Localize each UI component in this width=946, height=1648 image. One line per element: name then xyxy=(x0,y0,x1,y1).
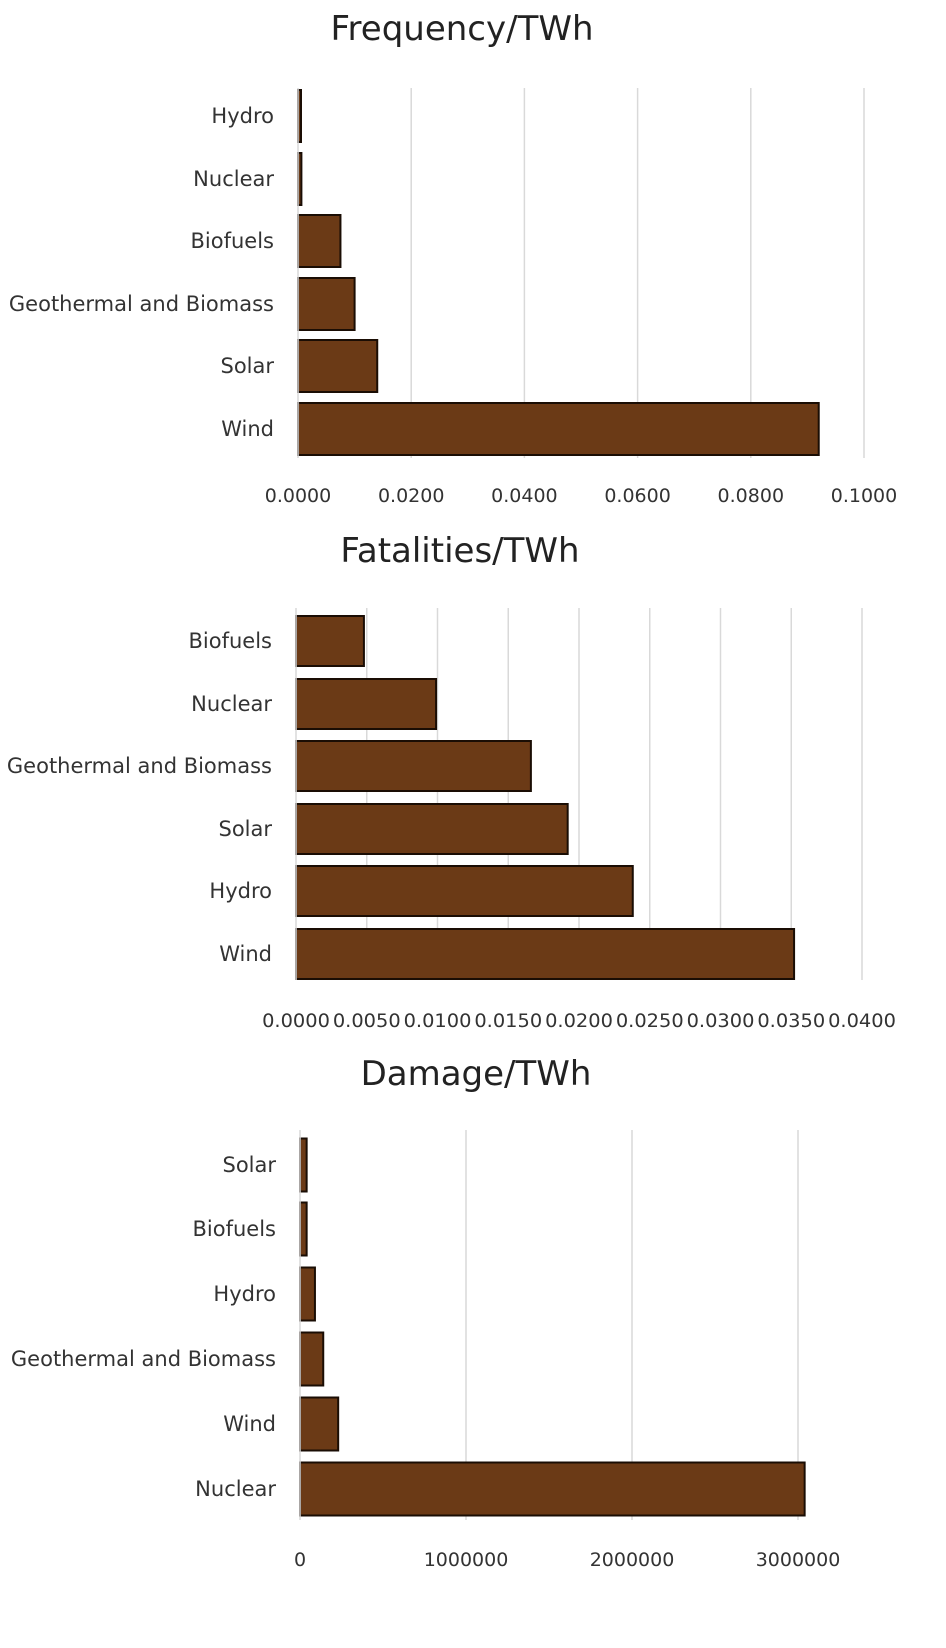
chart-3-bar-1 xyxy=(299,1137,308,1193)
chart-1-tick-label-0: 0.0000 xyxy=(265,485,331,507)
chart-3-tick-label-2: 2000000 xyxy=(590,1549,675,1571)
chart-2-category-label-2: Nuclear xyxy=(191,692,272,716)
chart-2-tick-label-7: 0.0350 xyxy=(757,1010,825,1032)
chart-1-tick-label-3: 0.0600 xyxy=(604,485,670,507)
chart-1-tick-label-1: 0.0200 xyxy=(378,485,444,507)
chart-3-bar-6 xyxy=(299,1461,806,1517)
chart-1-title: Frequency/TWh xyxy=(330,9,593,49)
chart-2-category-label-5: Hydro xyxy=(209,879,272,903)
chart-3-category-label-4: Geothermal and Biomass xyxy=(11,1347,276,1371)
chart-2-tick-label-5: 0.0250 xyxy=(616,1010,684,1032)
chart-2-title: Fatalities/TWh xyxy=(340,531,579,571)
chart-2-category-label-3: Geothermal and Biomass xyxy=(7,754,272,778)
chart-1-bar-3 xyxy=(297,214,342,268)
chart-3-category-label-6: Nuclear xyxy=(195,1477,276,1501)
chart-2-bar-6 xyxy=(295,928,796,980)
chart-3-bar-2 xyxy=(299,1201,308,1257)
chart-3-title: Damage/TWh xyxy=(361,1054,592,1094)
chart-1-category-label-4: Geothermal and Biomass xyxy=(9,292,274,316)
chart-2-tick-label-2: 0.0100 xyxy=(404,1010,472,1032)
chart-3-category-label-3: Hydro xyxy=(213,1282,276,1306)
chart-3-tick-label-1: 1000000 xyxy=(424,1549,509,1571)
chart-3-bar-5 xyxy=(299,1396,340,1452)
chart-3-category-label-5: Wind xyxy=(223,1412,276,1436)
chart-2-tick-label-6: 0.0300 xyxy=(687,1010,755,1032)
chart-1-tick-label-2: 0.0400 xyxy=(491,485,557,507)
chart-2-bar-5 xyxy=(295,865,634,917)
chart-1-category-label-1: Hydro xyxy=(211,104,274,128)
chart-1-bar-6 xyxy=(297,402,820,456)
chart-1-bar-5 xyxy=(297,339,379,393)
chart-3-category-label-1: Solar xyxy=(222,1153,276,1177)
chart-1-category-label-5: Solar xyxy=(220,354,274,378)
chart-1-tick-label-5: 0.1000 xyxy=(831,485,897,507)
chart-3-category-label-2: Biofuels xyxy=(193,1217,277,1241)
chart-1-tick-label-4: 0.0800 xyxy=(718,485,784,507)
chart-2-bar-1 xyxy=(295,615,365,667)
chart-1-category-label-3: Biofuels xyxy=(191,229,275,253)
chart-1-bar-4 xyxy=(297,277,356,331)
chart-2-tick-label-8: 0.0400 xyxy=(828,1010,896,1032)
chart-2-bar-3 xyxy=(295,740,532,792)
chart-3-bar-3 xyxy=(299,1266,316,1322)
chart-2-category-label-6: Wind xyxy=(219,942,272,966)
chart-3-bar-4 xyxy=(299,1331,325,1387)
chart-2-bar-2 xyxy=(295,678,438,730)
chart-2-bar-4 xyxy=(295,803,569,855)
chart-2-category-label-1: Biofuels xyxy=(189,629,273,653)
chart-2-tick-label-1: 0.0050 xyxy=(333,1010,401,1032)
chart-2-category-label-4: Solar xyxy=(218,817,272,841)
chart-1-category-label-6: Wind xyxy=(221,417,274,441)
chart-2-tick-label-3: 0.0150 xyxy=(474,1010,542,1032)
chart-1-category-label-2: Nuclear xyxy=(193,167,274,191)
chart-3-tick-label-0: 0 xyxy=(294,1549,306,1571)
chart-2-tick-label-4: 0.0200 xyxy=(545,1010,613,1032)
chart-3-tick-label-3: 3000000 xyxy=(756,1549,841,1571)
chart-2-tick-label-0: 0.0000 xyxy=(262,1010,330,1032)
